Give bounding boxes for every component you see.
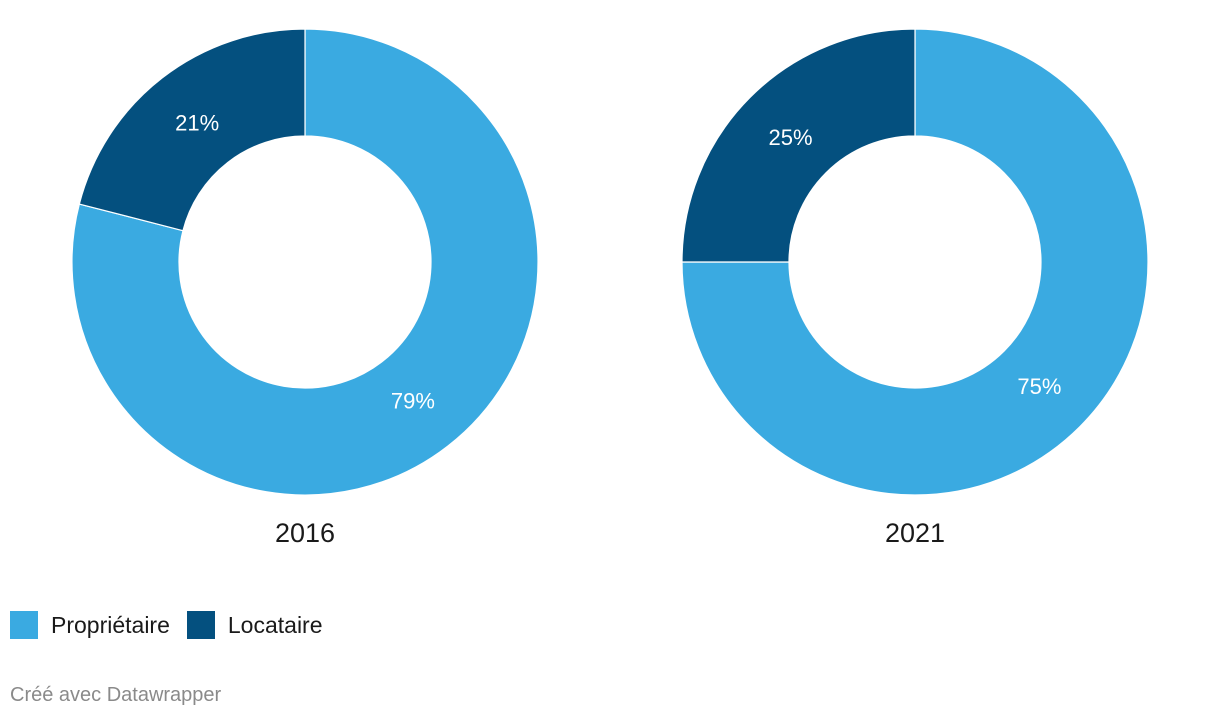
- legend: Propriétaire Locataire: [10, 611, 340, 639]
- legend-swatch-locataire: [186, 611, 215, 639]
- chart-title-2016: 2016: [275, 518, 335, 548]
- donut-charts: 79% 21% 2016 75% 25% 2021: [71, 28, 1149, 548]
- chart-title-2021: 2021: [885, 518, 945, 548]
- slice-2021-locataire: [681, 28, 916, 263]
- legend-label-locataire: Locataire: [227, 611, 323, 638]
- slice-label-2016-proprietaire: 79%: [391, 389, 435, 414]
- legend-item-proprietaire: Propriétaire: [10, 611, 170, 639]
- footer-credit: Créé avec Datawrapper: [10, 684, 222, 706]
- slice-2016-proprietaire: [71, 28, 539, 496]
- slice-label-2016-locataire: 21%: [175, 110, 219, 135]
- slice-2016-locataire: [78, 28, 306, 232]
- legend-label-proprietaire: Propriétaire: [51, 611, 170, 638]
- slice-label-2021-proprietaire: 75%: [1017, 374, 1061, 399]
- legend-swatch-proprietaire: [10, 611, 38, 639]
- slice-2021-proprietaire: [681, 28, 1149, 496]
- slice-label-2021-locataire: 25%: [769, 125, 813, 150]
- legend-item-locataire: Locataire: [186, 611, 323, 639]
